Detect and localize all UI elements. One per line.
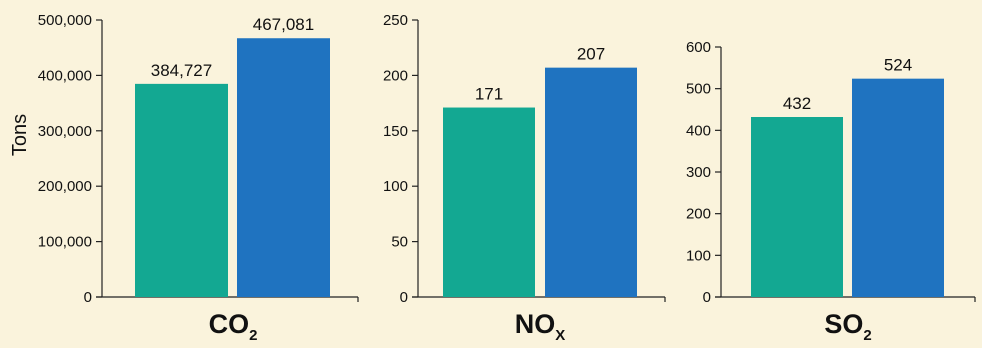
- x-axis-label-subscript: X: [555, 327, 565, 343]
- y-tick-label: 200,000: [38, 178, 92, 195]
- y-tick-label: 200: [383, 67, 408, 84]
- x-axis-label: NOX: [515, 309, 566, 343]
- bar-data-label: 432: [783, 94, 811, 113]
- bar: [751, 117, 843, 297]
- y-tick-label: 200: [686, 206, 711, 223]
- y-tick-label: 400: [686, 122, 711, 139]
- bar-data-label: 171: [475, 85, 503, 104]
- y-tick-label: 300,000: [38, 123, 92, 140]
- y-tick-label: 0: [84, 289, 92, 306]
- bar: [443, 107, 535, 297]
- y-tick-label: 0: [703, 289, 711, 306]
- y-tick-label: 300: [686, 164, 711, 181]
- y-tick-label: 100: [686, 247, 711, 264]
- bar-data-label: 384,727: [151, 61, 212, 80]
- bar: [852, 78, 944, 298]
- y-tick-label: 50: [391, 234, 408, 251]
- y-tick-label: 250: [383, 12, 408, 29]
- y-tick-label: 500,000: [38, 12, 92, 29]
- y-tick-label: 100: [383, 178, 408, 195]
- x-axis-label-subscript: 2: [863, 327, 871, 343]
- y-tick-label: 100,000: [38, 234, 92, 251]
- bar: [237, 38, 330, 298]
- bar: [135, 83, 228, 298]
- y-tick-label: 0: [400, 289, 408, 306]
- bar-data-label: 207: [577, 45, 605, 64]
- x-axis-label-subscript: 2: [249, 327, 257, 343]
- y-tick-label: 600: [686, 39, 711, 56]
- x-axis-label: SO2: [824, 309, 871, 343]
- bar-data-label: 524: [884, 56, 912, 75]
- bar-data-label: 467,081: [253, 15, 314, 34]
- y-axis-title: Tons: [9, 114, 31, 156]
- y-tick-label: 150: [383, 123, 408, 140]
- y-tick-label: 400,000: [38, 67, 92, 84]
- y-tick-label: 500: [686, 81, 711, 98]
- bar: [545, 67, 637, 297]
- x-axis-label: CO2: [209, 309, 258, 343]
